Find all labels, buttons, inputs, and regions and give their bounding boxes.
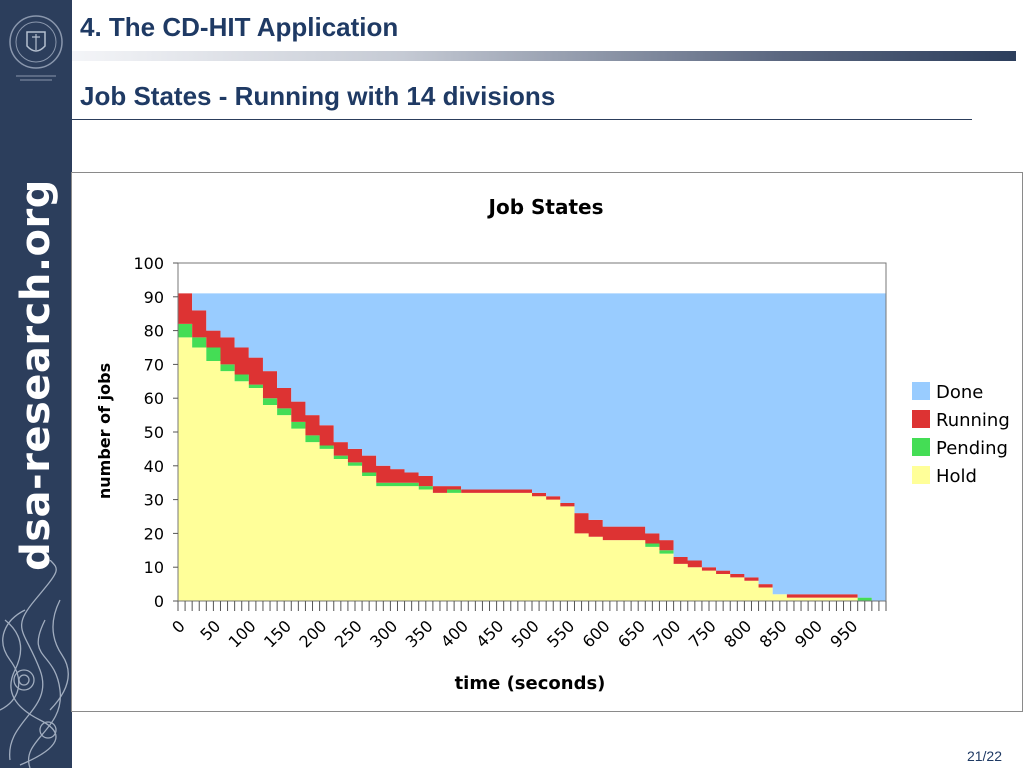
sidebar-brand-text: dsa-research.org (13, 179, 59, 571)
title-gradient-bar (72, 51, 1016, 61)
x-axis-label: time (seconds) (455, 673, 606, 694)
x-tick-label: 950 (826, 616, 861, 651)
page-number: 21/22 (966, 748, 1002, 764)
x-tick-label: 500 (508, 616, 543, 651)
y-tick-label: 60 (144, 389, 164, 408)
x-tick-label: 850 (756, 616, 791, 651)
x-tick-label: 50 (196, 616, 224, 644)
y-axis-label: number of jobs (95, 363, 114, 499)
legend-label-done: Done (936, 382, 983, 403)
y-tick-label: 0 (154, 592, 164, 611)
x-tick-label: 600 (579, 616, 614, 651)
y-tick-label: 80 (144, 322, 164, 341)
y-tick-label: 90 (144, 288, 164, 307)
slide-title: Job States - Running with 14 divisions (80, 81, 556, 111)
y-tick-label: 100 (133, 254, 164, 273)
y-tick-label: 30 (144, 491, 164, 510)
chart-frame: Job States 0 10 20 30 40 50 60 70 80 90 100 0 50 100 1… (71, 172, 1023, 712)
x-tick-label: 550 (543, 616, 578, 651)
legend-swatch-done (912, 382, 930, 400)
x-tick-label: 150 (260, 616, 295, 651)
legend-swatch-hold (912, 466, 930, 484)
y-tick-label: 10 (144, 558, 164, 577)
area-hold (178, 337, 886, 601)
x-tick-label: 650 (614, 616, 649, 651)
x-tick-label: 300 (366, 616, 401, 651)
legend-swatch-running (912, 410, 930, 428)
x-tick-label: 0 (168, 616, 189, 637)
legend-swatch-pending (912, 438, 930, 456)
area-done (178, 293, 886, 601)
x-tick-label: 700 (649, 616, 684, 651)
y-tick-label: 50 (144, 423, 164, 442)
x-tick-label: 350 (402, 616, 437, 651)
legend-label-pending: Pending (936, 438, 1008, 459)
x-tick-label: 250 (331, 616, 366, 651)
chart-legend: Done Running Pending Hold (912, 382, 1010, 487)
sidebar: dsa-research.org (0, 0, 72, 768)
y-tick-label: 40 (144, 457, 164, 476)
x-tick-label: 800 (720, 616, 755, 651)
decorative-swirl-icon (0, 560, 69, 768)
y-tick-label: 20 (144, 524, 164, 543)
x-tick-label: 100 (225, 616, 260, 651)
legend-label-running: Running (936, 410, 1010, 431)
university-seal-icon (9, 15, 63, 81)
chart-title: Job States (487, 195, 604, 219)
x-tick-label: 750 (685, 616, 720, 651)
x-tick-label: 450 (472, 616, 507, 651)
x-tick-label: 900 (791, 616, 826, 651)
legend-label-hold: Hold (936, 466, 977, 487)
subtitle-divider (72, 119, 972, 120)
y-tick-label: 70 (144, 355, 164, 374)
x-tick-label: 200 (295, 616, 330, 651)
x-tick-label: 400 (437, 616, 472, 651)
area-layers (178, 293, 886, 601)
section-title: 4. The CD-HIT Application (80, 12, 399, 42)
